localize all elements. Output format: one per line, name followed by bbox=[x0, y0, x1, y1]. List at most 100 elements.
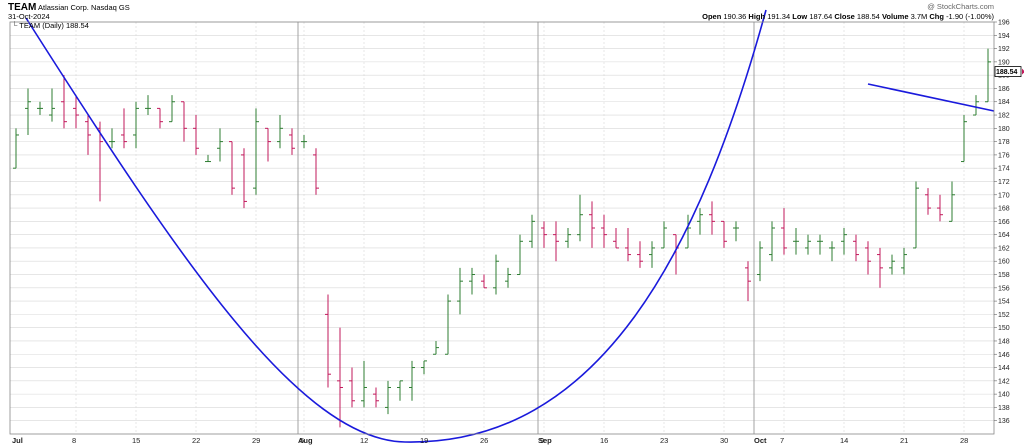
ohlc-bar bbox=[169, 95, 175, 123]
ohlc-bar bbox=[877, 247, 883, 288]
ohlc-bar bbox=[649, 241, 655, 268]
ohlc-bar bbox=[925, 188, 931, 215]
ohlc-bar bbox=[853, 234, 859, 262]
y-tick-label: 136 bbox=[998, 418, 1010, 425]
chg-label: Chg bbox=[929, 12, 944, 21]
ohlc-bar bbox=[529, 214, 535, 248]
x-tick-label: Sep bbox=[538, 436, 552, 445]
ohlc-bar bbox=[325, 294, 331, 388]
ohlc-bar bbox=[949, 181, 955, 222]
ohlc-bar bbox=[517, 234, 523, 276]
ohlc-readout: Open 190.36 High 191.34 Low 187.64 Close… bbox=[702, 12, 994, 21]
low-value: 187.64 bbox=[809, 12, 833, 21]
x-tick-label: 29 bbox=[252, 436, 260, 445]
ohlc-bar bbox=[205, 154, 211, 163]
y-tick-label: 160 bbox=[998, 259, 1010, 266]
grid-lines bbox=[10, 21, 994, 434]
x-tick-label: 21 bbox=[900, 436, 908, 445]
y-tick-label: 176 bbox=[998, 152, 1010, 159]
y-tick-label: 166 bbox=[998, 219, 1010, 226]
x-tick-label: 14 bbox=[840, 436, 848, 445]
ohlc-bar bbox=[133, 101, 139, 149]
ohlc-bar bbox=[505, 267, 511, 288]
ohlc-bar bbox=[265, 127, 271, 162]
ohlc-bar bbox=[565, 228, 571, 248]
y-tick-label: 186 bbox=[998, 86, 1010, 93]
y-tick-label: 158 bbox=[998, 272, 1010, 279]
ohlc-bar bbox=[433, 340, 439, 355]
ohlc-bar bbox=[121, 108, 127, 149]
ohlc-bar bbox=[25, 88, 31, 135]
y-tick-label: 180 bbox=[998, 126, 1010, 133]
y-tick-label: 144 bbox=[998, 365, 1010, 372]
ohlc-bar bbox=[289, 128, 295, 155]
company-name: Atlassian Corp. Nasdaq GS bbox=[38, 3, 130, 12]
ohlc-bar bbox=[613, 228, 619, 249]
ohlc-bar bbox=[157, 107, 163, 129]
ohlc-bar bbox=[961, 115, 967, 163]
ohlc-bar bbox=[541, 221, 547, 248]
ohlc-bar bbox=[481, 274, 487, 289]
cup-trend-line bbox=[25, 9, 767, 443]
y-tick-label: 142 bbox=[998, 378, 1010, 385]
y-tick-label: 196 bbox=[998, 20, 1010, 27]
ohlc-bar bbox=[217, 128, 223, 162]
x-tick-label: 28 bbox=[960, 436, 968, 445]
plot-frame bbox=[9, 21, 995, 435]
y-tick-label: 154 bbox=[998, 299, 1010, 306]
y-tick-label: 168 bbox=[998, 206, 1010, 213]
ohlc-bar bbox=[49, 88, 55, 122]
ohlc-bar bbox=[313, 148, 319, 195]
y-tick-label: 150 bbox=[998, 325, 1010, 332]
ohlc-bar bbox=[445, 294, 451, 355]
ohlc-bar bbox=[457, 267, 463, 315]
high-label: High bbox=[748, 12, 766, 21]
y-tick-label: 148 bbox=[998, 338, 1010, 345]
ohlc-bar bbox=[409, 360, 415, 401]
ohlc-bar bbox=[337, 327, 343, 428]
y-tick-label: 138 bbox=[998, 405, 1010, 412]
x-tick-label: 23 bbox=[660, 436, 668, 445]
y-tick-label: 172 bbox=[998, 179, 1010, 186]
ohlc-bar bbox=[421, 360, 427, 375]
brand-watermark: @ StockCharts.com bbox=[927, 2, 994, 11]
ohlc-bar bbox=[709, 201, 715, 235]
x-tick-label: Jul bbox=[12, 436, 23, 445]
x-tick-label: 8 bbox=[72, 436, 76, 445]
y-tick-label: 184 bbox=[998, 99, 1010, 106]
x-tick-label: 26 bbox=[480, 436, 488, 445]
ohlc-bar bbox=[109, 128, 115, 149]
trend-lines bbox=[25, 9, 995, 443]
ohlc-bar bbox=[301, 134, 307, 149]
ohlc-bar bbox=[349, 367, 355, 408]
y-tick-label: 170 bbox=[998, 192, 1010, 199]
ohlc-bar bbox=[661, 221, 667, 249]
x-tick-label: 5 bbox=[300, 436, 304, 445]
axes: 1361381401421441461481501521541561581601… bbox=[9, 20, 1024, 445]
high-value: 191.34 bbox=[767, 12, 791, 21]
ohlc-bar bbox=[61, 75, 67, 129]
ohlc-bar bbox=[937, 194, 943, 222]
ohlc-bar bbox=[181, 101, 187, 142]
low-label: Low bbox=[792, 12, 808, 21]
chart-symbol: TEAM bbox=[8, 2, 37, 13]
x-tick-label: 16 bbox=[600, 436, 608, 445]
ohlc-bar bbox=[73, 95, 79, 129]
ohlc-bar bbox=[385, 380, 391, 415]
ohlc-bar bbox=[721, 220, 727, 248]
ohlc-bar bbox=[793, 228, 799, 255]
x-tick-label: 7 bbox=[780, 436, 784, 445]
y-tick-label: 152 bbox=[998, 312, 1010, 319]
ohlc-bar bbox=[829, 241, 835, 262]
ohlc-bar bbox=[229, 141, 235, 195]
x-tick-label: 19 bbox=[420, 436, 428, 445]
ohlc-bar bbox=[601, 214, 607, 248]
handle-trend-line bbox=[867, 83, 995, 112]
volume-label: Volume bbox=[881, 12, 909, 21]
ohlc-bar bbox=[13, 128, 19, 169]
x-tick-label: Aug bbox=[298, 436, 313, 445]
y-tick-label: 174 bbox=[998, 166, 1010, 173]
ohlc-bar bbox=[553, 221, 559, 262]
volume-value: 3.7M bbox=[910, 12, 928, 21]
ohlc-bar bbox=[145, 95, 151, 116]
